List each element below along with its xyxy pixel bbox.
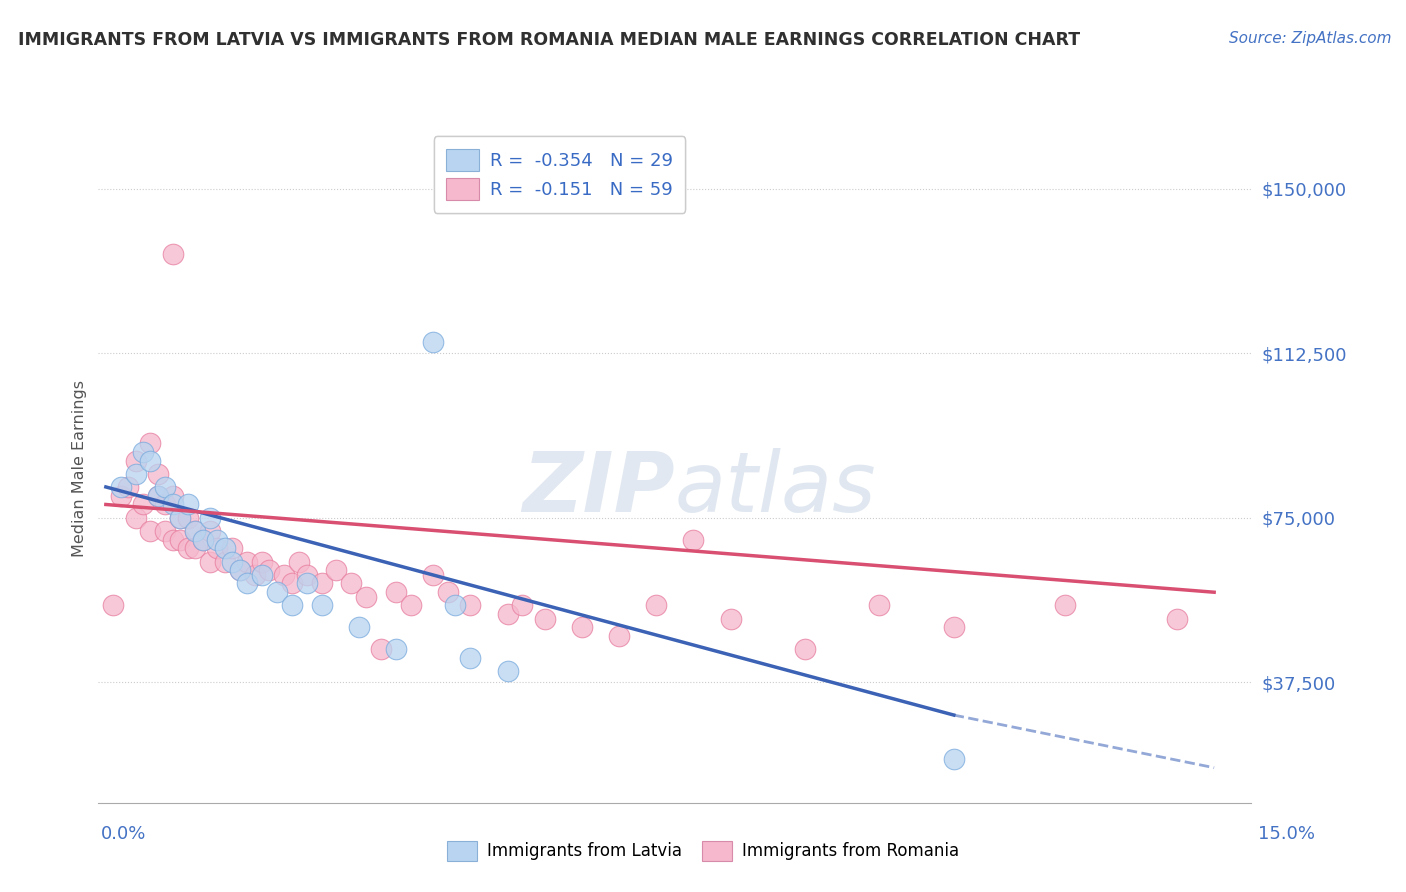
- Point: [281, 576, 304, 591]
- Point: [198, 555, 221, 569]
- Point: [250, 555, 273, 569]
- Point: [191, 533, 214, 547]
- Point: [184, 541, 207, 556]
- Point: [682, 533, 704, 547]
- Point: [645, 599, 668, 613]
- Point: [207, 533, 229, 547]
- Text: 0.0%: 0.0%: [101, 825, 146, 843]
- Point: [422, 335, 444, 350]
- Point: [512, 599, 534, 613]
- Point: [162, 498, 184, 512]
- Point: [184, 524, 207, 538]
- Point: [146, 489, 169, 503]
- Point: [243, 567, 266, 582]
- Point: [460, 651, 482, 665]
- Point: [354, 590, 377, 604]
- Point: [347, 620, 370, 634]
- Point: [117, 480, 139, 494]
- Point: [295, 576, 318, 591]
- Text: 15.0%: 15.0%: [1257, 825, 1315, 843]
- Point: [139, 436, 162, 450]
- Point: [176, 541, 198, 556]
- Point: [162, 533, 184, 547]
- Point: [124, 510, 146, 524]
- Point: [399, 599, 422, 613]
- Point: [868, 599, 890, 613]
- Point: [496, 607, 519, 622]
- Point: [266, 585, 288, 599]
- Point: [496, 664, 519, 678]
- Point: [176, 498, 198, 512]
- Point: [214, 541, 236, 556]
- Point: [422, 567, 444, 582]
- Point: [221, 541, 243, 556]
- Point: [1166, 611, 1188, 625]
- Point: [155, 498, 177, 512]
- Point: [385, 642, 408, 657]
- Point: [259, 563, 281, 577]
- Point: [571, 620, 593, 634]
- Point: [236, 555, 259, 569]
- Point: [176, 510, 198, 524]
- Point: [444, 599, 467, 613]
- Point: [325, 563, 347, 577]
- Point: [281, 599, 304, 613]
- Text: Source: ZipAtlas.com: Source: ZipAtlas.com: [1229, 31, 1392, 46]
- Point: [288, 555, 311, 569]
- Point: [273, 567, 295, 582]
- Point: [340, 576, 363, 591]
- Point: [169, 533, 191, 547]
- Point: [229, 563, 252, 577]
- Point: [460, 599, 482, 613]
- Text: atlas: atlas: [675, 448, 876, 529]
- Point: [236, 576, 259, 591]
- Point: [207, 541, 229, 556]
- Legend: Immigrants from Latvia, Immigrants from Romania: Immigrants from Latvia, Immigrants from …: [440, 834, 966, 868]
- Point: [132, 445, 155, 459]
- Point: [124, 467, 146, 481]
- Point: [124, 453, 146, 467]
- Point: [155, 524, 177, 538]
- Point: [942, 752, 965, 766]
- Point: [146, 467, 169, 481]
- Point: [437, 585, 460, 599]
- Point: [155, 480, 177, 494]
- Text: ZIP: ZIP: [522, 448, 675, 529]
- Point: [139, 524, 162, 538]
- Point: [311, 576, 333, 591]
- Point: [184, 524, 207, 538]
- Legend: R =  -0.354   N = 29, R =  -0.151   N = 59: R = -0.354 N = 29, R = -0.151 N = 59: [434, 136, 685, 212]
- Point: [385, 585, 408, 599]
- Point: [103, 599, 125, 613]
- Point: [191, 533, 214, 547]
- Point: [162, 247, 184, 261]
- Text: IMMIGRANTS FROM LATVIA VS IMMIGRANTS FROM ROMANIA MEDIAN MALE EARNINGS CORRELATI: IMMIGRANTS FROM LATVIA VS IMMIGRANTS FRO…: [18, 31, 1080, 49]
- Point: [370, 642, 392, 657]
- Point: [110, 489, 132, 503]
- Point: [311, 599, 333, 613]
- Point: [533, 611, 555, 625]
- Point: [1054, 599, 1077, 613]
- Point: [198, 524, 221, 538]
- Point: [214, 555, 236, 569]
- Point: [607, 629, 630, 643]
- Point: [132, 498, 155, 512]
- Point: [221, 555, 243, 569]
- Point: [169, 510, 191, 524]
- Y-axis label: Median Male Earnings: Median Male Earnings: [72, 380, 87, 557]
- Point: [198, 510, 221, 524]
- Point: [139, 453, 162, 467]
- Point: [720, 611, 742, 625]
- Point: [110, 480, 132, 494]
- Point: [250, 567, 273, 582]
- Point: [146, 489, 169, 503]
- Point: [169, 510, 191, 524]
- Point: [295, 567, 318, 582]
- Point: [794, 642, 817, 657]
- Point: [162, 489, 184, 503]
- Point: [229, 563, 252, 577]
- Point: [942, 620, 965, 634]
